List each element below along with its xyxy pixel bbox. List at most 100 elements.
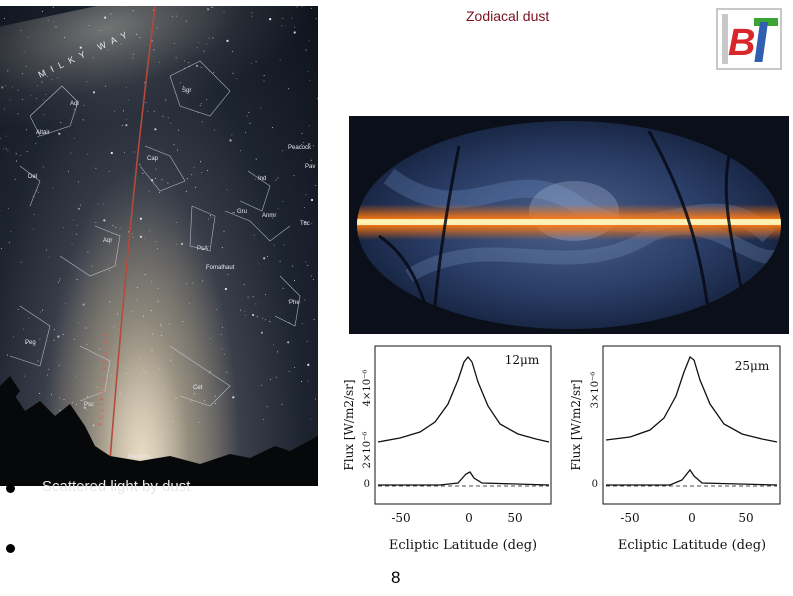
star [165,99,167,101]
star [182,321,184,323]
label-aql: Aql [70,101,79,107]
bullet-dot-2 [6,544,15,553]
star [307,380,309,382]
star [155,168,157,170]
star [10,231,12,233]
star [28,36,30,38]
star [275,179,277,181]
star [99,30,101,31]
star [246,115,248,117]
star [206,99,208,101]
star [151,40,153,42]
star [232,396,235,399]
star [301,133,303,134]
profile-curve-12um-residual [378,471,550,486]
star [110,13,112,15]
star [223,230,225,232]
star [20,261,22,263]
star [124,151,125,153]
star [177,149,179,151]
star [293,280,295,281]
star [294,366,296,368]
star [263,419,264,420]
star [193,393,195,395]
plot-frame-25um [602,345,781,505]
star [301,323,303,325]
star [207,8,210,11]
star [186,283,187,285]
star [157,288,159,289]
star [227,274,229,275]
star [267,255,269,257]
xlabel-25um: Ecliptic Latitude (deg) [618,538,766,553]
star [148,190,150,192]
profile-curve-25um-total [605,355,778,443]
star [193,166,195,168]
star [156,27,158,29]
star [8,242,10,244]
star [269,18,272,21]
star [172,15,173,17]
star [42,166,44,168]
star [117,313,118,315]
star [182,85,184,87]
star [196,47,198,49]
star [310,7,312,9]
star [22,98,24,100]
star [188,62,190,64]
label-altair: Altair [36,130,50,136]
star [136,33,138,35]
star [139,217,142,220]
star [63,227,65,229]
label-fomalhaut: Fomalhaut [206,265,235,271]
star [214,395,216,397]
star [175,397,177,399]
star [5,135,7,137]
star [153,49,155,51]
star [203,50,205,52]
star [208,372,210,374]
star [7,150,9,151]
star [223,353,225,355]
star [78,322,79,324]
star [263,80,265,82]
star [256,316,258,318]
star [47,19,49,21]
star [132,233,134,234]
star [301,143,303,145]
star [288,88,290,90]
star [3,108,5,110]
star [154,128,157,131]
star [17,308,19,310]
star [120,43,122,45]
star [314,398,316,400]
star [107,49,109,51]
star [233,212,235,214]
star [185,20,187,22]
constellation-lines [9,60,301,407]
star [199,105,201,107]
star [73,137,75,139]
star-field [0,6,318,427]
star [167,117,169,119]
star [291,17,293,19]
star [226,371,228,373]
star [46,249,48,251]
star [273,244,275,246]
star [277,208,279,210]
star [215,403,216,405]
star [21,73,23,75]
star [258,263,260,265]
star [245,314,246,316]
star [224,287,227,291]
star [287,300,289,302]
star [160,324,162,326]
star [122,110,124,112]
star [95,167,97,169]
xtick-12um-0: -50 [391,511,410,525]
bullet-dot-1 [6,484,15,493]
star [245,132,246,133]
star [52,6,54,8]
star [37,192,39,194]
star [30,94,32,96]
